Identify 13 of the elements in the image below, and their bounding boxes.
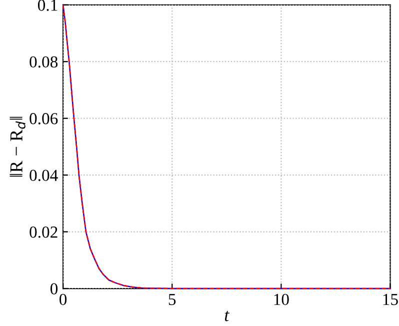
- line-series: [62, 4, 391, 290]
- y-tick-label: 0.1: [38, 0, 58, 11]
- x-tick-label: 5: [168, 294, 176, 306]
- y-tick-label: 0: [50, 283, 58, 294]
- y-tick-label: 0.02: [30, 226, 58, 238]
- x-tick-label: 0: [60, 294, 67, 306]
- y-axis-title: ‖R − R$_{d}$‖: [10, 116, 26, 177]
- y-tick-label: 0.06: [30, 113, 58, 124]
- x-tick-label: 15: [383, 294, 398, 306]
- y-tick-label: 0.08: [30, 56, 58, 68]
- x-tick-label: 10: [274, 294, 289, 306]
- y-tick-label: 0.04: [30, 170, 58, 182]
- x-axis-title: t: [224, 310, 230, 322]
